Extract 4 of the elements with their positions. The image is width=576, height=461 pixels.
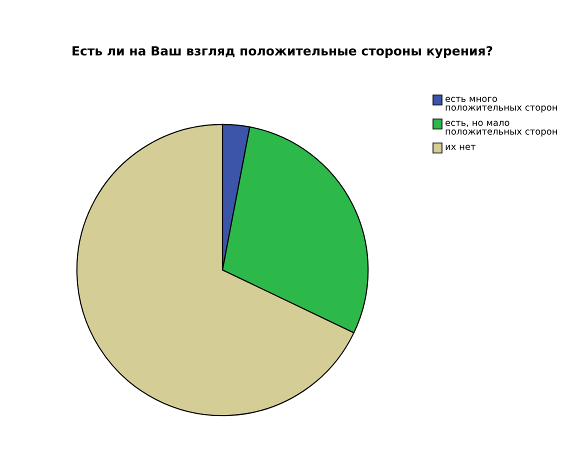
legend-label: есть много положительных сторон [446,96,557,112]
chart-title: Есть ли на Ваш взгляд положительные стороны курения? [72,46,492,58]
legend-label: есть, но мало положительных сторон [446,120,557,136]
legend-label: их нет [446,144,476,150]
